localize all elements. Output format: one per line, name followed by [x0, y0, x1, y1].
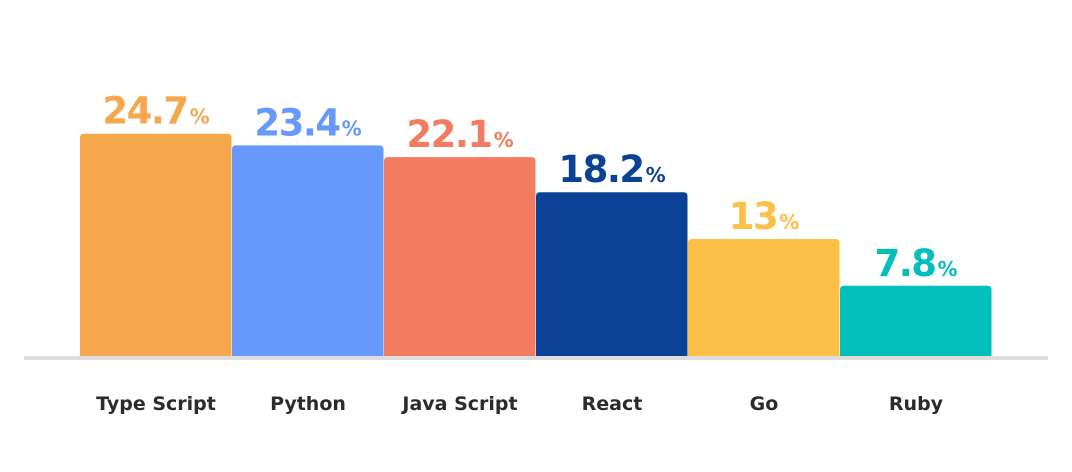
data-label-go: 13%	[729, 195, 800, 238]
category-label-react: React	[582, 393, 643, 415]
category-label-go: Go	[750, 393, 779, 415]
bar-type-script	[80, 133, 232, 356]
x-axis-baseline	[24, 356, 1048, 360]
bar-python	[232, 145, 384, 356]
data-label-python: 23.4%	[254, 101, 361, 144]
data-label-react: 18.2%	[558, 148, 665, 191]
data-label-ruby: 7.8%	[874, 242, 957, 285]
bar-ruby	[840, 285, 992, 356]
category-label-python: Python	[270, 393, 346, 415]
bar-react	[536, 192, 688, 356]
category-label-java-script: Java Script	[400, 393, 517, 415]
data-label-type-script: 24.7%	[102, 90, 209, 133]
bar-go	[688, 239, 840, 356]
data-label-java-script: 22.1%	[406, 113, 513, 156]
bar-java-script	[384, 157, 536, 356]
category-label-ruby: Ruby	[889, 393, 944, 415]
category-label-type-script: Type Script	[96, 393, 216, 415]
